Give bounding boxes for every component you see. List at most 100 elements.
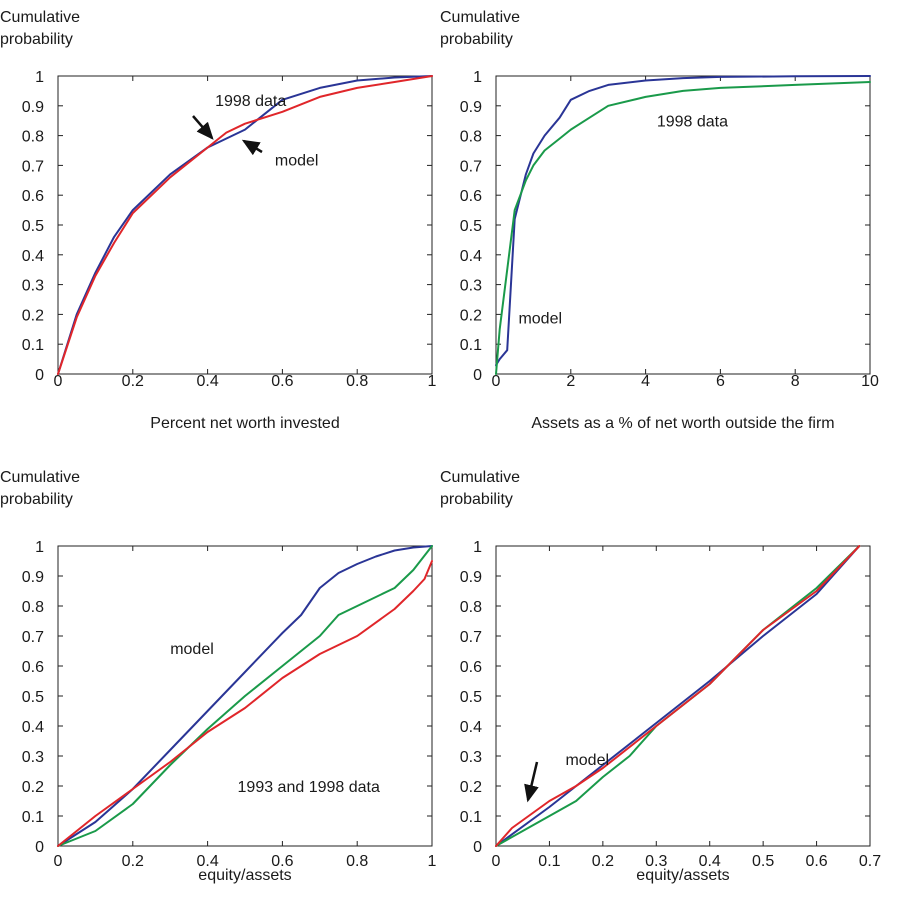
chart-panel-4: Cumulative probability equity/assets 0 0.1 0.… — [440, 469, 881, 884]
y-tick-label: 0.3 — [460, 278, 482, 295]
x-tick-label: 1 — [428, 373, 437, 390]
series-line-1 — [57, 545, 433, 847]
y-tick-label: 0.9 — [22, 569, 44, 586]
y-tick-label: 0.5 — [22, 689, 44, 706]
series-line-2 — [57, 545, 433, 847]
annotation-label: 1998 data — [215, 93, 286, 110]
chart-panel-2: Cumulative probability Assets as a % of ne… — [440, 9, 879, 432]
y-tick-label: 0.6 — [460, 659, 482, 676]
y-tick-label: 0.2 — [22, 307, 44, 324]
y-tick-label: 0.2 — [22, 779, 44, 796]
y-tick-label: 0.3 — [22, 749, 44, 766]
x-tick-label: 2 — [566, 373, 575, 390]
y-tick-label: 0.7 — [460, 629, 482, 646]
annotation-label: model — [518, 310, 562, 327]
chart-panel-3: Cumulative probability equity/assets 0 0.1 0.… — [0, 469, 437, 884]
y-tick-label: 0.3 — [460, 749, 482, 766]
y-tick-label: 0.8 — [460, 599, 482, 616]
series-line-2 — [495, 81, 871, 375]
x-axis-label: equity/assets — [636, 867, 729, 884]
x-tick-label: 0.5 — [752, 853, 774, 870]
y-tick-label: 0.7 — [22, 158, 44, 175]
series-line-3 — [57, 560, 433, 847]
x-tick-label: 0.3 — [645, 853, 667, 870]
x-tick-label: 4 — [641, 373, 650, 390]
y-tick-label: 0.9 — [22, 99, 44, 116]
annotation-label: model — [565, 752, 609, 769]
x-axis-label: Percent net worth invested — [150, 415, 339, 432]
y-tick-label: 0.6 — [460, 188, 482, 205]
y-tick-label: 0.8 — [22, 599, 44, 616]
y-tick-label: 0.7 — [22, 629, 44, 646]
x-tick-label: 0.7 — [859, 853, 881, 870]
y-tick-label: 0.9 — [460, 99, 482, 116]
y-tick-label: 0.5 — [460, 689, 482, 706]
annotation-label: model — [275, 152, 319, 169]
annotation-label: 1993 and 1998 data — [238, 779, 380, 796]
x-tick-label: 0.6 — [271, 373, 293, 390]
x-tick-label: 0.4 — [699, 853, 721, 870]
annotation-arrow — [241, 139, 263, 156]
y-axis-label: Cumulative probability — [440, 9, 520, 48]
y-tick-label: 0.8 — [22, 129, 44, 146]
x-tick-label: 1 — [428, 853, 437, 870]
x-tick-label: 6 — [716, 373, 725, 390]
y-tick-label: 0.2 — [460, 307, 482, 324]
x-tick-label: 0.8 — [346, 853, 368, 870]
y-tick-label: 0.4 — [22, 719, 44, 736]
x-tick-label: 0.2 — [122, 373, 144, 390]
y-tick-label: 0.6 — [22, 659, 44, 676]
chart-panel-1: Cumulative probability Percent net worth i… — [0, 9, 437, 432]
x-tick-label: 0 — [492, 373, 501, 390]
x-axis-label: Assets as a % of net worth outside the f… — [531, 415, 834, 432]
y-axis-label: Cumulative probability — [0, 469, 80, 508]
y-tick-label: 0 — [35, 367, 44, 384]
y-tick-label: 0.3 — [22, 278, 44, 295]
plot-frame — [57, 75, 433, 375]
x-tick-label: 0.6 — [271, 853, 293, 870]
y-tick-label: 0.9 — [460, 569, 482, 586]
series-line-1 — [495, 545, 861, 847]
y-tick-label: 0 — [35, 839, 44, 856]
y-tick-label: 0.1 — [22, 337, 44, 354]
x-tick-label: 0 — [492, 853, 501, 870]
y-tick-label: 0.1 — [460, 337, 482, 354]
x-axis-label: equity/assets — [198, 867, 291, 884]
y-tick-label: 0 — [473, 367, 482, 384]
annotation-label: model — [170, 641, 214, 658]
y-tick-label: 1 — [35, 539, 44, 556]
y-axis-label: Cumulative probability — [0, 9, 80, 48]
x-tick-label: 10 — [861, 373, 879, 390]
y-tick-label: 0.6 — [22, 188, 44, 205]
x-tick-label: 0.2 — [592, 853, 614, 870]
series-line-2 — [57, 75, 433, 375]
y-tick-label: 0.5 — [22, 218, 44, 235]
y-tick-label: 0.2 — [460, 779, 482, 796]
y-tick-label: 0 — [473, 839, 482, 856]
y-tick-label: 0.8 — [460, 129, 482, 146]
x-tick-label: 0.4 — [196, 853, 218, 870]
y-axis-label: Cumulative probability — [440, 469, 520, 508]
y-tick-label: 0.4 — [460, 248, 482, 265]
y-tick-label: 0.1 — [460, 809, 482, 826]
y-tick-label: 1 — [473, 69, 482, 86]
annotation-arrow — [192, 115, 214, 140]
series-line-1 — [57, 75, 433, 375]
x-tick-label: 0.2 — [122, 853, 144, 870]
x-tick-label: 0 — [54, 373, 63, 390]
y-tick-label: 1 — [473, 539, 482, 556]
x-tick-label: 0 — [54, 853, 63, 870]
y-tick-label: 0.4 — [22, 248, 44, 265]
y-tick-label: 0.7 — [460, 158, 482, 175]
annotation-arrow — [524, 761, 539, 803]
x-tick-label: 0.8 — [346, 373, 368, 390]
annotation-label: 1998 data — [657, 114, 728, 131]
x-tick-label: 0.1 — [538, 853, 560, 870]
series-line-3 — [495, 545, 861, 847]
x-tick-label: 8 — [791, 373, 800, 390]
series-line-1 — [495, 75, 871, 367]
y-tick-label: 0.4 — [460, 719, 482, 736]
x-tick-label: 0.4 — [196, 373, 218, 390]
x-tick-label: 0.6 — [805, 853, 827, 870]
y-tick-label: 1 — [35, 69, 44, 86]
